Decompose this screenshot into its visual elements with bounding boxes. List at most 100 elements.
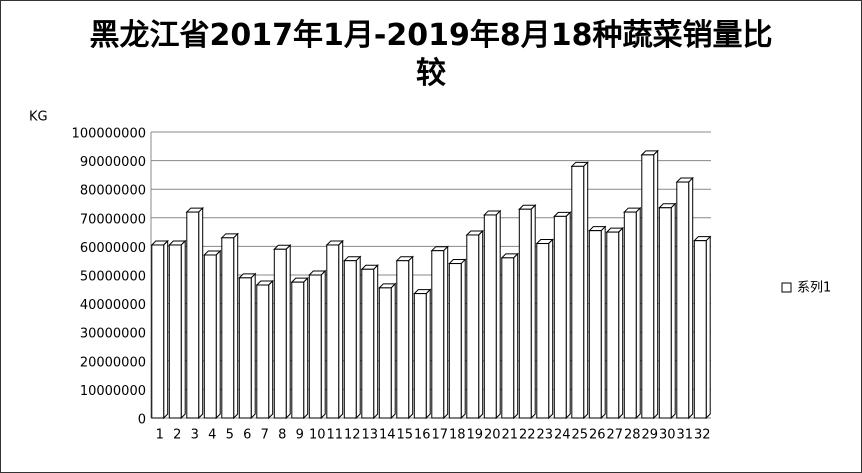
bar [291, 281, 305, 419]
bar-side [670, 202, 676, 420]
bar [536, 243, 550, 419]
x-tick-label: 1 [156, 428, 164, 443]
bar-side [460, 258, 466, 420]
x-tick-label: 25 [571, 428, 588, 443]
x-tick-label: 28 [624, 428, 641, 443]
bar-side [530, 204, 536, 420]
y-tick-label: 50000000 [80, 270, 146, 285]
x-tick-label: 31 [676, 428, 693, 443]
bar [413, 293, 427, 419]
x-tick-label: 19 [466, 428, 483, 443]
x-tick-label: 21 [501, 428, 518, 443]
bar [501, 257, 515, 419]
bar-side [600, 225, 606, 420]
legend-marker [781, 282, 792, 293]
x-tick-label: 16 [414, 428, 431, 443]
bar-side [688, 176, 694, 420]
y-tick-label: 80000000 [80, 184, 146, 199]
bar [361, 268, 375, 419]
bar [168, 244, 182, 419]
bar-side [390, 282, 396, 420]
x-tick-label: 11 [326, 428, 343, 443]
chart-title: 黑龙江省2017年1月-2019年8月18种蔬菜销量比较 [89, 18, 773, 91]
x-tick-label: 24 [554, 428, 571, 443]
bar-side [303, 276, 309, 420]
x-tick-label: 26 [589, 428, 606, 443]
bar-side [443, 245, 449, 420]
y-tick-label: 10000000 [80, 384, 146, 399]
bar [483, 214, 497, 419]
bar-side [478, 229, 484, 420]
y-tick-label: 60000000 [80, 241, 146, 256]
bar-side [215, 249, 221, 420]
x-tick-label: 9 [296, 428, 304, 443]
x-tick-label: 7 [261, 428, 269, 443]
x-tick-label: 17 [431, 428, 448, 443]
x-tick-label: 23 [536, 428, 553, 443]
bar [571, 165, 585, 419]
x-tick-label: 27 [606, 428, 623, 443]
bar-side [198, 206, 204, 420]
x-tick-label: 29 [641, 428, 658, 443]
bar-side [618, 226, 624, 420]
bar-side [338, 239, 344, 420]
bar [151, 244, 165, 419]
bar [658, 207, 672, 419]
bar [378, 287, 392, 419]
x-tick-label: 14 [379, 428, 396, 443]
bar [238, 277, 252, 419]
bar-side [495, 209, 501, 420]
bar [273, 248, 287, 419]
bar [676, 181, 690, 419]
bar [326, 244, 340, 419]
x-tick-label: 30 [659, 428, 676, 443]
y-tick-label: 20000000 [80, 355, 146, 370]
x-tick-label: 22 [519, 428, 536, 443]
bar-side [163, 239, 169, 420]
bar-side [548, 238, 554, 420]
y-tick-label: 90000000 [80, 155, 146, 170]
bar [448, 263, 462, 419]
bar [606, 231, 620, 419]
y-tick-label: 100000000 [72, 127, 146, 142]
bar-side [635, 206, 641, 420]
bar [431, 250, 445, 419]
x-tick-label: 18 [449, 428, 466, 443]
x-tick-label: 4 [208, 428, 216, 443]
y-tick-label: 30000000 [80, 327, 146, 342]
x-tick-label: 15 [396, 428, 413, 443]
x-tick-label: 20 [484, 428, 501, 443]
y-tick-label: 0 [138, 413, 146, 428]
bar [553, 215, 567, 419]
x-tick-label: 13 [361, 428, 378, 443]
x-tick-label: 8 [278, 428, 286, 443]
bar [186, 211, 200, 419]
x-tick-label: 5 [226, 428, 234, 443]
bar-side [268, 279, 274, 420]
bar [623, 211, 637, 419]
legend-label: 系列1 [797, 281, 831, 296]
x-tick-label: 32 [694, 428, 711, 443]
x-tick-label: 10 [309, 428, 326, 443]
bar [641, 154, 655, 419]
y-tick-label: 40000000 [80, 298, 146, 313]
bar-side [425, 288, 431, 420]
bar-side [233, 232, 239, 420]
bar-side [355, 255, 361, 420]
bar [518, 208, 532, 419]
bar-side [583, 161, 589, 420]
x-tick-label: 3 [191, 428, 199, 443]
x-tick-label: 12 [344, 428, 361, 443]
bar [308, 274, 322, 419]
bar [221, 237, 235, 419]
bar [343, 260, 357, 419]
bar [256, 284, 270, 419]
x-tick-label: 6 [243, 428, 251, 443]
bar [693, 240, 707, 419]
bar-side [408, 255, 414, 420]
y-axis-label: KG [29, 110, 48, 125]
bar [203, 254, 217, 419]
bar-side [320, 269, 326, 420]
